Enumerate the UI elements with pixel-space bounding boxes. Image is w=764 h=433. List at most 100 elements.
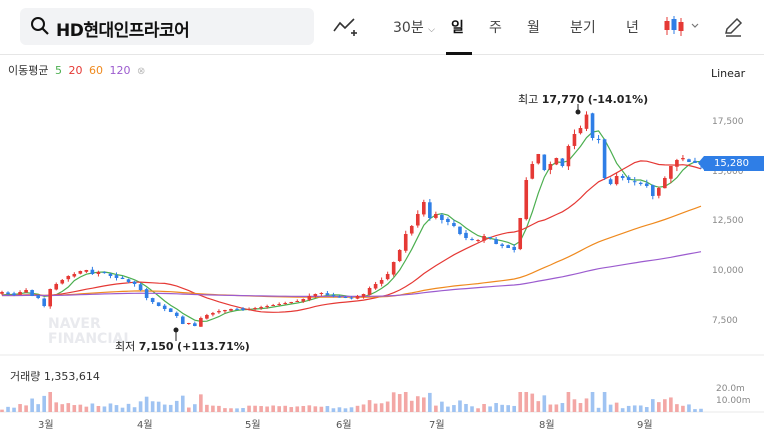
scale-mode-button[interactable]: Linear	[711, 67, 746, 80]
candle-body	[253, 308, 257, 309]
volume-bar	[590, 392, 595, 412]
volume-bar	[0, 409, 4, 412]
candle-body	[626, 177, 631, 180]
volume-bar	[108, 403, 113, 412]
candle-body	[313, 294, 318, 297]
volume-bar	[373, 403, 378, 412]
candle-body	[590, 113, 595, 138]
volume-bar	[572, 399, 577, 412]
volume-bar	[452, 405, 456, 412]
volume-bar	[687, 404, 691, 412]
search-query[interactable]: HD현대인프라코어	[56, 21, 190, 41]
close-icon[interactable]: ⊗	[136, 66, 146, 77]
volume-bar	[669, 397, 673, 412]
volume-bar	[78, 404, 83, 412]
candle-body	[18, 292, 22, 295]
svg-text:최고 17,770 (-14.01%): 최고 17,770 (-14.01%)	[518, 93, 648, 106]
ma-20: 20	[68, 64, 83, 77]
candle-body	[193, 323, 197, 326]
volume-bar	[307, 405, 312, 412]
candle-body	[150, 298, 155, 302]
candle-body	[144, 289, 149, 298]
search-box[interactable]: HD현대인프라코어	[20, 8, 314, 45]
candle-body	[669, 166, 673, 179]
moving-average-lines	[1, 130, 702, 323]
candle-body	[367, 288, 372, 295]
candle-body	[277, 304, 281, 305]
candle-body	[247, 309, 251, 310]
volume-bar	[391, 392, 396, 412]
volume-axis-label: 10.00m	[716, 396, 751, 406]
search-icon	[31, 17, 49, 35]
volume-bar	[650, 399, 655, 412]
active-tab-indicator	[446, 52, 472, 55]
ma-5: 5	[54, 64, 62, 77]
volume-bar	[476, 408, 480, 412]
volume-bar	[602, 392, 607, 412]
volume-bar	[488, 406, 492, 412]
ma-line-20	[1, 160, 702, 313]
candle-body	[186, 323, 191, 325]
volume-bar	[168, 404, 173, 412]
volume-bar	[90, 403, 95, 412]
volume-bar	[180, 395, 185, 412]
tab-weekly[interactable]: 주	[489, 20, 502, 36]
volume-bar	[675, 404, 679, 412]
candle-body	[126, 279, 131, 282]
volume-bar	[548, 404, 553, 412]
tab-yearly[interactable]: 년	[626, 20, 639, 36]
volume-bar	[156, 401, 161, 412]
candle-body	[644, 183, 649, 186]
chart-toolbar: HD현대인프라코어 30분 ⌵ 일 주 월 분기 년	[0, 0, 764, 55]
candle-type-icon[interactable]	[663, 15, 703, 37]
candle-body	[446, 218, 450, 222]
chevron-down-icon: ⌵	[428, 25, 435, 35]
trend-drawing-icon[interactable]	[332, 16, 358, 38]
candle-body	[24, 290, 28, 293]
volume-bar	[289, 407, 294, 412]
interval-dropdown[interactable]: 30분 ⌵	[393, 17, 435, 37]
candle-body	[271, 305, 275, 306]
candle-body	[295, 301, 300, 302]
candle-body	[470, 239, 474, 241]
candle-body	[596, 138, 601, 140]
tab-quarterly[interactable]: 분기	[570, 20, 596, 36]
candlesticks	[0, 111, 703, 327]
volume-bar	[126, 403, 131, 412]
volume-bar	[36, 404, 40, 412]
volume-legend: 거래량 1,353,614	[10, 368, 100, 384]
candle-body	[343, 296, 348, 298]
candle-body	[102, 272, 107, 274]
candle-body	[415, 214, 420, 226]
volume-bar	[259, 406, 263, 412]
volume-bar	[102, 406, 107, 412]
volume-bar	[542, 395, 547, 412]
candle-body	[180, 316, 185, 324]
volume-bar	[205, 404, 209, 412]
volume-bar	[693, 409, 697, 412]
candle-body	[385, 274, 390, 280]
candle-body	[235, 308, 239, 310]
volume-bar	[620, 408, 625, 412]
volume-bar	[325, 406, 330, 412]
volume-bar	[518, 392, 523, 412]
candle-body	[554, 158, 559, 165]
volume-bar	[120, 407, 125, 412]
volume-bar	[30, 398, 34, 412]
volume-bar	[446, 406, 450, 412]
volume-bar	[349, 407, 354, 412]
volume-bar	[162, 404, 167, 412]
candle-body	[90, 269, 95, 274]
volume-bar	[644, 407, 649, 412]
volume-bar	[536, 401, 541, 412]
candle-body	[488, 236, 492, 238]
volume-bar	[223, 408, 227, 412]
volume-bar	[271, 405, 275, 412]
tab-daily[interactable]: 일	[451, 20, 464, 36]
volume-bar	[247, 405, 251, 412]
candle-body	[602, 139, 607, 178]
tab-monthly[interactable]: 월	[527, 20, 540, 36]
high-value: 17,770	[542, 93, 585, 106]
pencil-icon[interactable]	[722, 16, 744, 38]
